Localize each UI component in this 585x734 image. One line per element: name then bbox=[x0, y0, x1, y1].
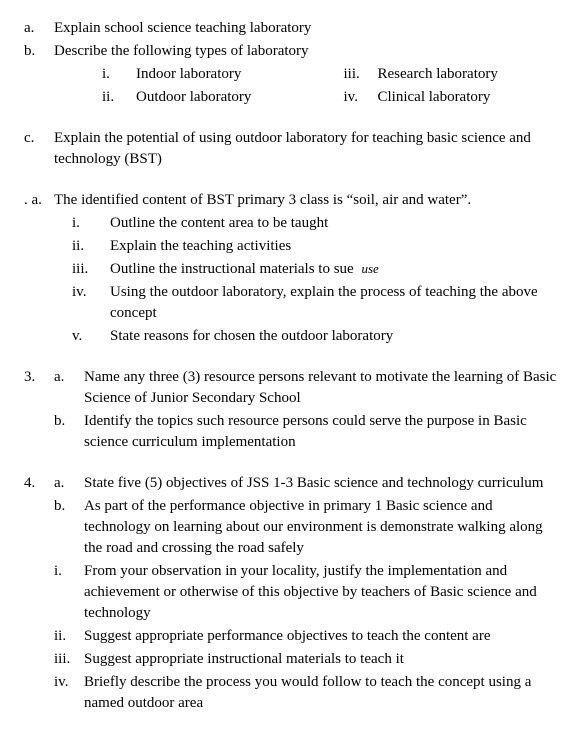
q3b-text: Identify the topics such resource person… bbox=[84, 411, 561, 453]
q2a-iii-text: Outline the instructional materials to s… bbox=[110, 259, 561, 280]
q4iv-text: Briefly describe the process you would f… bbox=[84, 672, 561, 714]
q2a-iii-row: iii. Outline the instructional materials… bbox=[72, 259, 561, 280]
q1b-ii-marker: ii. bbox=[102, 87, 136, 108]
q1a-marker: a. bbox=[24, 18, 54, 39]
q4ii-row: ii. Suggest appropriate performance obje… bbox=[24, 626, 561, 647]
q1b-col-right: iii. Research laboratory iv. Clinical la… bbox=[344, 64, 562, 110]
q4a-row: 4. a. State five (5) objectives of JSS 1… bbox=[24, 473, 561, 494]
q3a-text: Name any three (3) resource persons rele… bbox=[84, 367, 561, 409]
q4i-row: i. From your observation in your localit… bbox=[24, 561, 561, 624]
q4i-marker: i. bbox=[54, 561, 84, 582]
q1b-i-text: Indoor laboratory bbox=[136, 64, 320, 85]
q3a-row: 3. a. Name any three (3) resource person… bbox=[24, 367, 561, 409]
q4a-text: State five (5) objectives of JSS 1-3 Bas… bbox=[84, 473, 561, 494]
q2a-text: The identified content of BST primary 3 … bbox=[54, 190, 561, 211]
q2a-iii-marker: iii. bbox=[72, 259, 110, 280]
q1b-iii-text: Research laboratory bbox=[378, 64, 562, 85]
q4ii-text: Suggest appropriate performance objectiv… bbox=[84, 626, 561, 647]
q2a-iv-text: Using the outdoor laboratory, explain th… bbox=[110, 282, 561, 324]
q4b-marker: b. bbox=[54, 496, 84, 517]
q1b-row: b. Describe the following types of labor… bbox=[24, 41, 561, 62]
q1a-row: a. Explain school science teaching labor… bbox=[24, 18, 561, 39]
q1b-subitems: i. Indoor laboratory ii. Outdoor laborat… bbox=[102, 64, 561, 110]
q1b-iv-text: Clinical laboratory bbox=[378, 87, 562, 108]
q2a-i-marker: i. bbox=[72, 213, 110, 234]
q2a-iii-maintext: Outline the instructional materials to s… bbox=[110, 261, 354, 277]
q2a-iii-handwritten: use bbox=[361, 261, 378, 276]
q1b-ii-text: Outdoor laboratory bbox=[136, 87, 320, 108]
q4a-marker: a. bbox=[54, 473, 84, 494]
q3b-row: b. Identify the topics such resource per… bbox=[24, 411, 561, 453]
q1a-text: Explain school science teaching laborato… bbox=[54, 18, 561, 39]
q2a-v-row: v. State reasons for chosen the outdoor … bbox=[72, 326, 561, 347]
q2a-ii-row: ii. Explain the teaching activities bbox=[72, 236, 561, 257]
q1b-ii-row: ii. Outdoor laboratory bbox=[102, 87, 320, 108]
q2a-iv-row: iv. Using the outdoor laboratory, explai… bbox=[72, 282, 561, 324]
q2a-v-marker: v. bbox=[72, 326, 110, 347]
q2a-i-row: i. Outline the content area to be taught bbox=[72, 213, 561, 234]
q2a-ii-marker: ii. bbox=[72, 236, 110, 257]
q1b-col-left: i. Indoor laboratory ii. Outdoor laborat… bbox=[102, 64, 320, 110]
q1b-i-marker: i. bbox=[102, 64, 136, 85]
q4b-row: b. As part of the performance objective … bbox=[24, 496, 561, 559]
q4ii-marker: ii. bbox=[54, 626, 84, 647]
q1b-iv-marker: iv. bbox=[344, 87, 378, 108]
q2a-row: . a. The identified content of BST prima… bbox=[24, 190, 561, 211]
q2a-iv-marker: iv. bbox=[72, 282, 110, 303]
q1b-iii-marker: iii. bbox=[344, 64, 378, 85]
q4iv-row: iv. Briefly describe the process you wou… bbox=[24, 672, 561, 714]
q4iii-row: iii. Suggest appropriate instructional m… bbox=[24, 649, 561, 670]
q4-marker: 4. bbox=[24, 473, 54, 494]
q1c-row: c. Explain the potential of using outdoo… bbox=[24, 128, 561, 170]
q1c-marker: c. bbox=[24, 128, 54, 149]
q3a-marker: a. bbox=[54, 367, 84, 388]
q1b-iii-row: iii. Research laboratory bbox=[344, 64, 562, 85]
q4iii-marker: iii. bbox=[54, 649, 84, 670]
q4i-text: From your observation in your locality, … bbox=[84, 561, 561, 624]
q1b-text: Describe the following types of laborato… bbox=[54, 41, 561, 62]
q4b-text: As part of the performance objective in … bbox=[84, 496, 561, 559]
q2a-i-text: Outline the content area to be taught bbox=[110, 213, 561, 234]
q1c-text: Explain the potential of using outdoor l… bbox=[54, 128, 561, 170]
q1b-marker: b. bbox=[24, 41, 54, 62]
q4iv-marker: iv. bbox=[54, 672, 84, 693]
q1b-iv-row: iv. Clinical laboratory bbox=[344, 87, 562, 108]
q3-marker: 3. bbox=[24, 367, 54, 388]
q2a-ii-text: Explain the teaching activities bbox=[110, 236, 561, 257]
q2a-marker: . a. bbox=[24, 190, 54, 211]
q1b-i-row: i. Indoor laboratory bbox=[102, 64, 320, 85]
q4iii-text: Suggest appropriate instructional materi… bbox=[84, 649, 561, 670]
q3b-marker: b. bbox=[54, 411, 84, 432]
q2a-v-text: State reasons for chosen the outdoor lab… bbox=[110, 326, 561, 347]
